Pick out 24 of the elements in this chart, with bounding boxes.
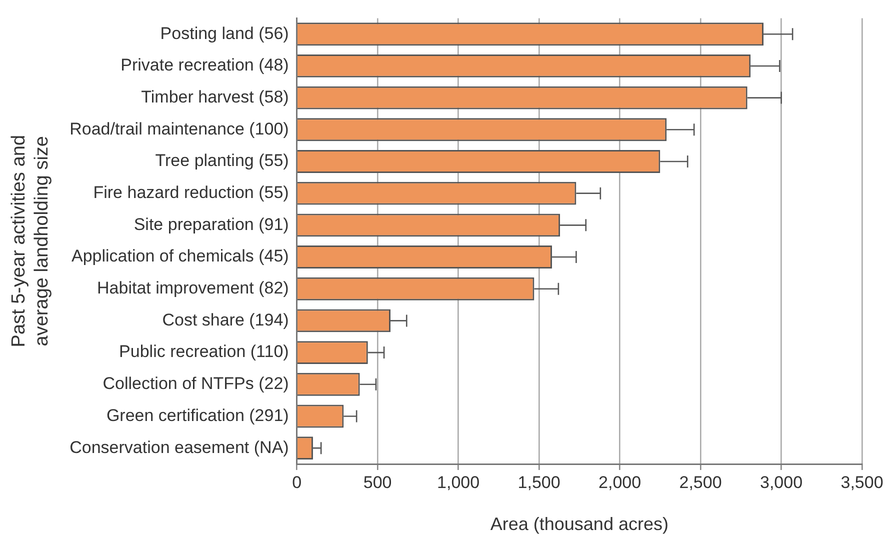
x-tick-label: 500	[363, 472, 392, 492]
y-tick-label: Site preparation (91)	[134, 214, 289, 234]
y-tick-label: Cost share (194)	[162, 310, 289, 330]
y-axis-title: Past 5-year activities and average landholding size	[8, 134, 52, 348]
x-tick-label: 0	[292, 472, 302, 492]
x-axis-title: Area (thousand acres)	[490, 514, 668, 534]
y-tick-label: Conservation easement (NA)	[70, 438, 289, 457]
y-tick-label: Road/trail maintenance (100)	[70, 119, 289, 138]
y-tick-label: Habitat improvement (82)	[97, 278, 289, 298]
y-tick-label: Posting land (56)	[160, 24, 289, 43]
x-tick-label: 2,500	[679, 472, 722, 492]
y-tick-label: Timber harvest (58)	[141, 87, 289, 106]
y-tick-label: Public recreation (110)	[119, 342, 289, 362]
y-tick-label: Tree planting (55)	[155, 151, 289, 170]
y-tick-label: Fire hazard reduction (55)	[93, 183, 289, 202]
y-tick-label: Green certification (291)	[106, 406, 289, 425]
y-tick-label: Application of chemicals (45)	[72, 246, 289, 266]
x-tick-label: 3,500	[840, 472, 884, 492]
y-tick-label: Private recreation (48)	[120, 56, 289, 75]
x-tick-label: 2,000	[598, 472, 642, 492]
x-tick-label: 1,500	[518, 472, 560, 492]
x-tick-label: 1,000	[437, 472, 480, 492]
y-tick-label: Collection of NTFPs (22)	[102, 374, 289, 394]
x-tick-label: 3,000	[760, 472, 803, 492]
